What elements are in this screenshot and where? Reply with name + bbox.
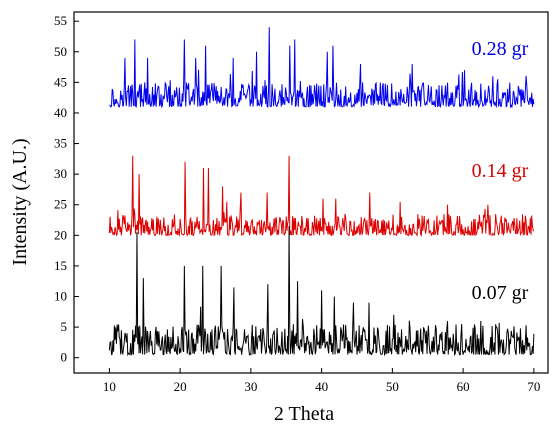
- y-tick-label-40: 40: [54, 105, 67, 120]
- x-tick-label-40: 40: [315, 379, 328, 394]
- series-label-0-28-gr: 0.28 gr: [472, 38, 529, 60]
- series-label-0-07-gr: 0.07 gr: [472, 282, 529, 304]
- x-tick-label-70: 70: [527, 379, 540, 394]
- x-tick-label-20: 20: [174, 379, 187, 394]
- x-tick-label-10: 10: [103, 379, 116, 394]
- y-tick-label-25: 25: [54, 197, 67, 212]
- y-tick-label-5: 5: [61, 319, 68, 334]
- x-axis-title: 2 Theta: [274, 403, 334, 425]
- y-tick-label-35: 35: [54, 136, 67, 151]
- series-line-0-28-gr: [109, 27, 535, 109]
- x-tick-label-50: 50: [386, 379, 399, 394]
- y-axis-title: Intensity (A.U.): [9, 138, 31, 265]
- series-line-0-14-gr: [108, 155, 535, 238]
- y-tick-label-45: 45: [54, 74, 67, 89]
- y-tick-label-10: 10: [54, 289, 67, 304]
- plot-frame: [73, 11, 549, 374]
- x-tick-label-30: 30: [244, 379, 257, 394]
- y-tick-label-30: 30: [54, 166, 67, 181]
- y-tick-label-0: 0: [61, 350, 68, 365]
- series-line-0-07-gr: [108, 226, 535, 357]
- series-label-0-14-gr: 0.14 gr: [472, 160, 529, 182]
- y-tick-label-20: 20: [54, 227, 67, 242]
- y-tick-label-15: 15: [54, 258, 67, 273]
- y-tick-label-55: 55: [54, 13, 67, 28]
- ticks-layer: 10 20 30 40 50 60 70 0 5 10 15 20 25 30 35 40 45 50 55: [54, 13, 540, 394]
- series-layer: [108, 27, 535, 357]
- y-tick-label-50: 50: [54, 44, 67, 59]
- x-tick-label-60: 60: [457, 379, 470, 394]
